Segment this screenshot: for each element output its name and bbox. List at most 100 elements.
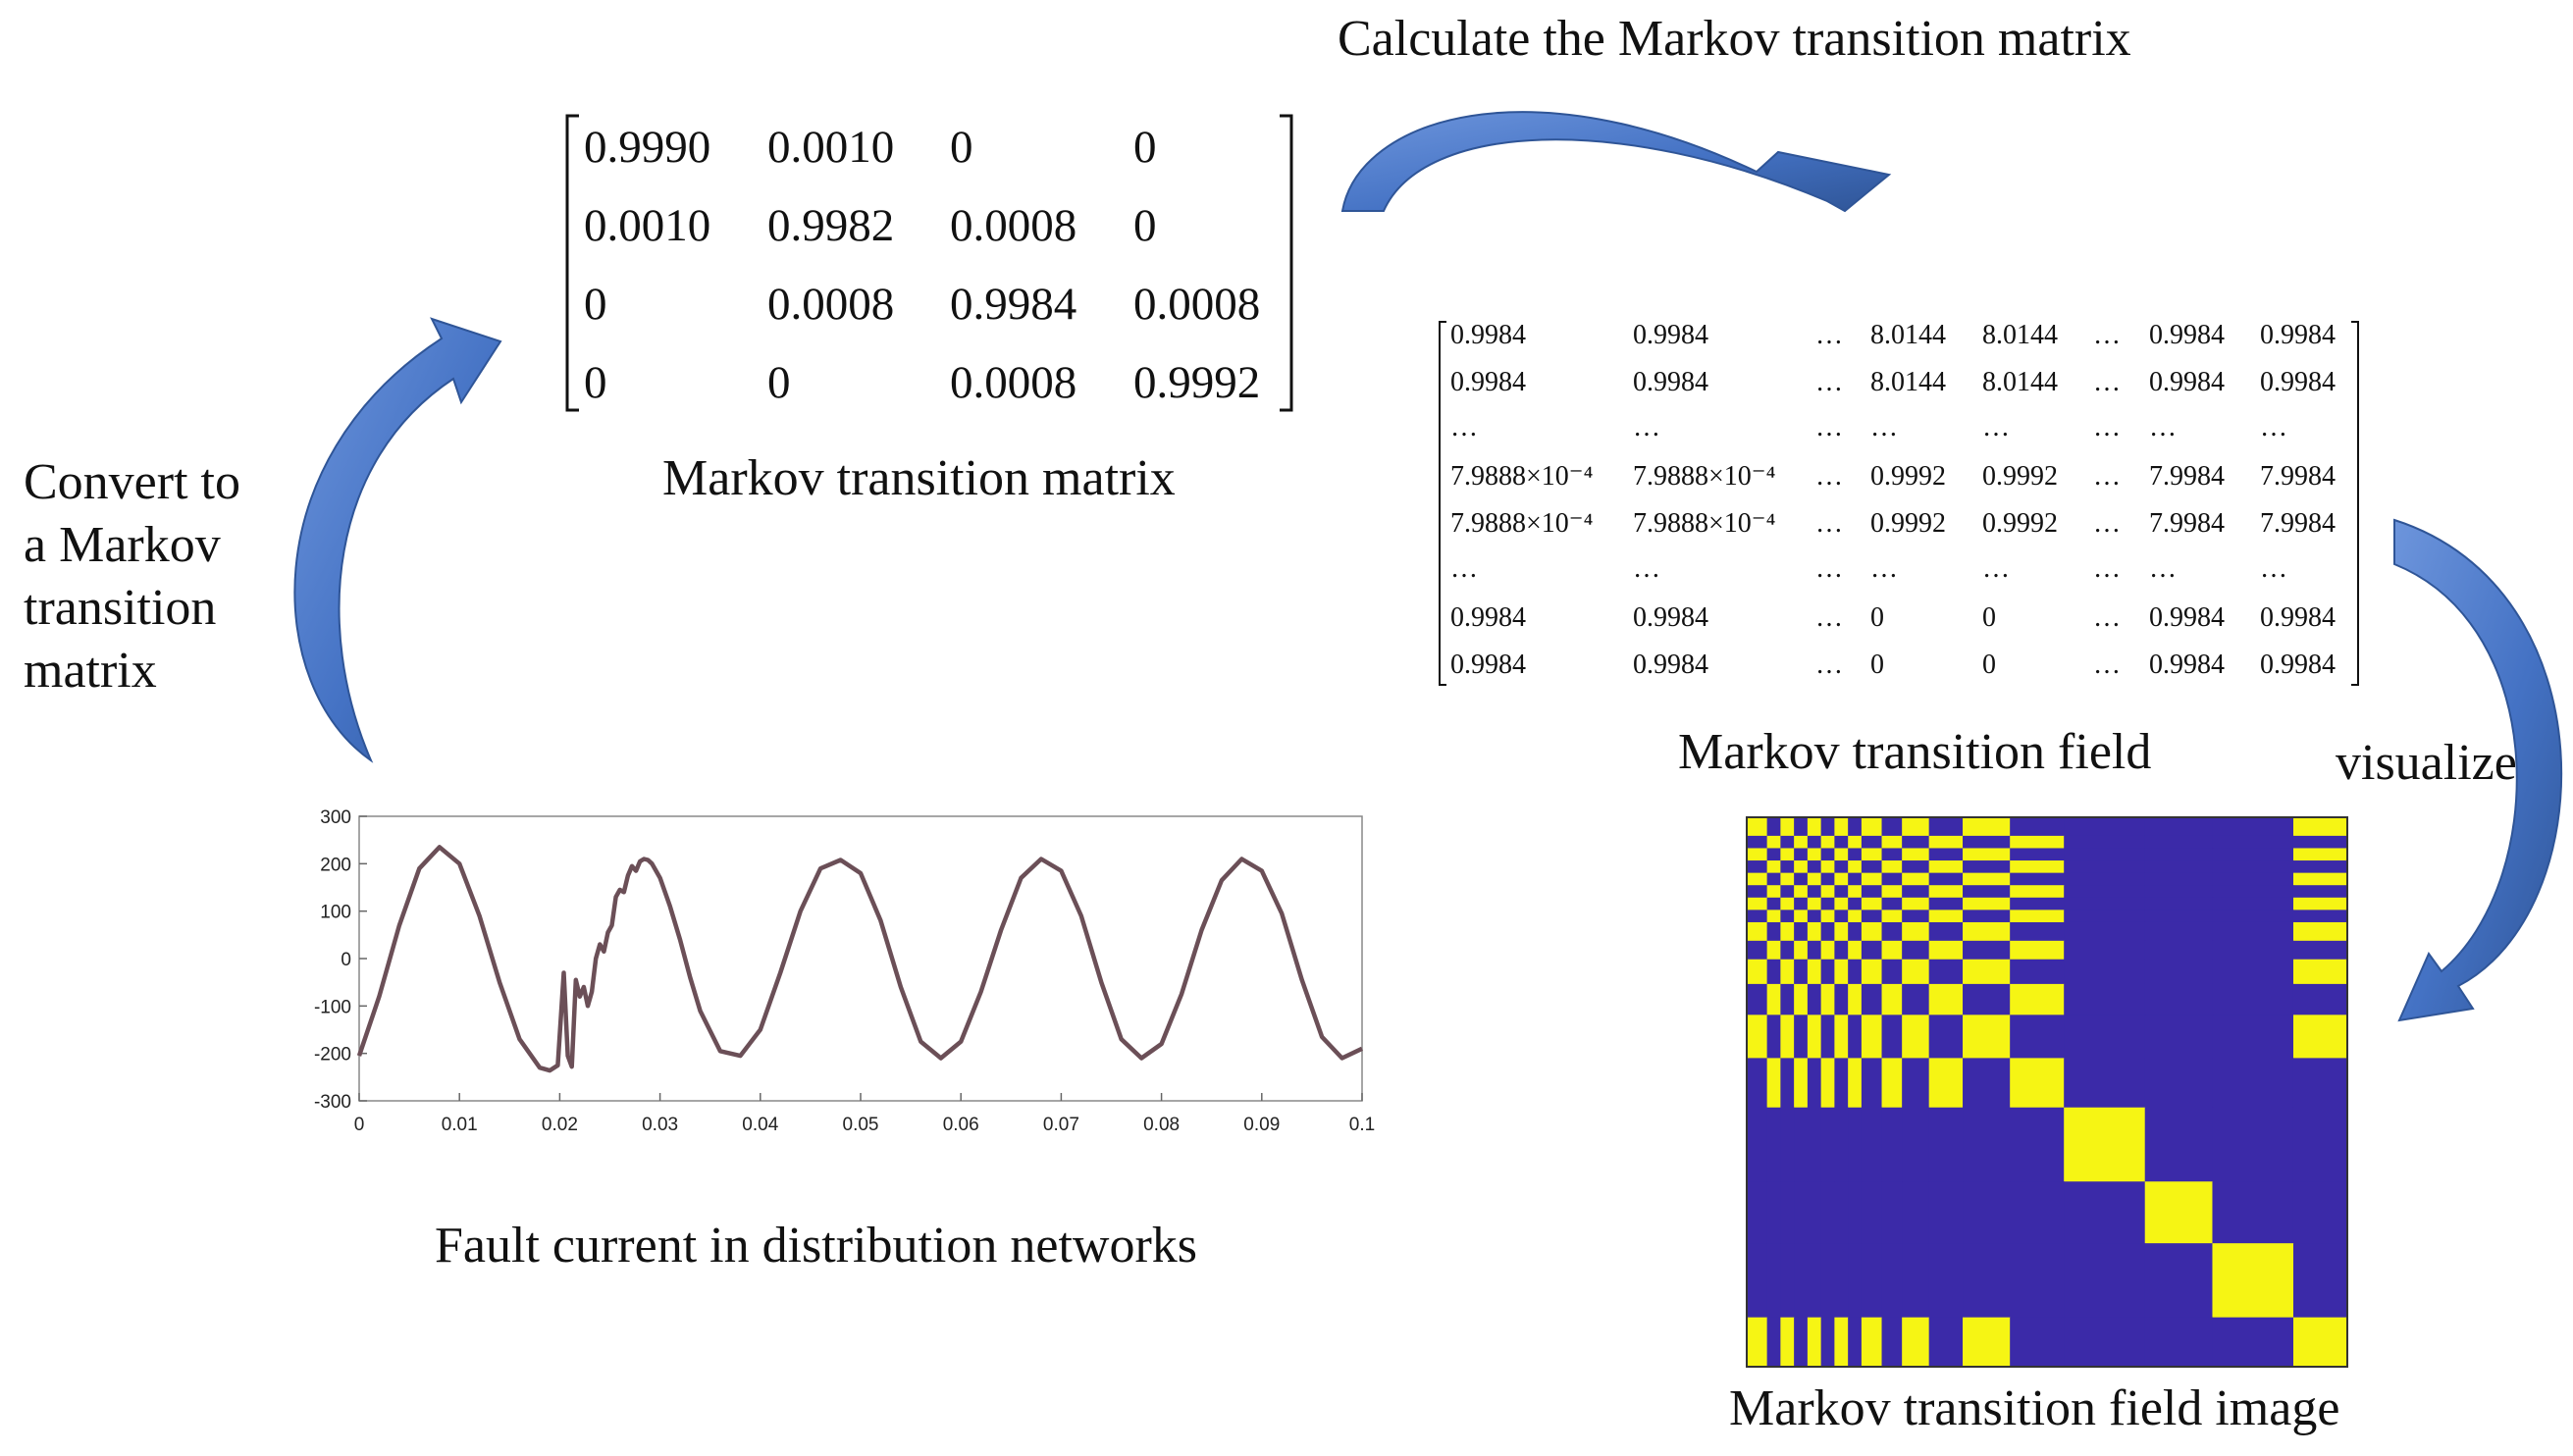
mtf-pixel-block — [2010, 835, 2065, 850]
mtf-pixel-block — [2064, 921, 2146, 942]
mtf-pixel-block — [1794, 885, 1809, 899]
field-cell: … — [2093, 412, 2121, 442]
mtf-pixel-block — [1807, 1181, 1822, 1244]
mtf-pixel-block — [1780, 910, 1795, 923]
field-cell: … — [1815, 602, 1843, 633]
mtf-pixel-block — [2144, 1181, 2214, 1244]
mtf-pixel-block — [2292, 860, 2348, 874]
mtf-pixel-block — [1834, 940, 1849, 961]
mtf-pixel-block — [1928, 848, 1964, 861]
mtf-pixel-block — [1807, 885, 1822, 899]
mtf-pixel-block — [1848, 817, 1863, 837]
mtf-pixel-block — [1861, 817, 1883, 837]
mtf-pixel-block — [1820, 885, 1835, 899]
mtf-pixel-block — [1780, 921, 1795, 942]
mtf-pixel-block — [1963, 1058, 2011, 1109]
matrix-caption: Markov transition matrix — [662, 450, 1176, 506]
mtf-pixel-block — [1861, 1181, 1883, 1244]
mtf-pixel-block — [1766, 1317, 1781, 1368]
field-caption: Markov transition field — [1678, 724, 2152, 780]
x-tick-label: 0.09 — [1243, 1115, 1280, 1135]
mtf-pixel-block — [1834, 885, 1849, 899]
mtf-pixel-block — [2292, 910, 2348, 923]
mtf-pixel-block — [2144, 921, 2214, 942]
field-cell: … — [1982, 412, 2010, 442]
mtf-pixel-block — [1834, 817, 1849, 837]
mtf-pixel-block — [1820, 921, 1835, 942]
field-cell: 0.9984 — [2260, 367, 2336, 397]
mtf-pixel-block — [1928, 872, 1964, 886]
mtf-pixel-block — [1820, 1058, 1835, 1109]
mtf-pixel-block — [2212, 983, 2294, 1015]
mtf-pixel-block — [2212, 1107, 2294, 1182]
matrix-cell: 0 — [1133, 200, 1157, 251]
mtf-pixel-block — [1902, 1317, 1930, 1368]
field-cell: 8.0144 — [1982, 367, 2058, 397]
x-tick-label: 0.1 — [1349, 1115, 1375, 1135]
mtf-pixel-block — [1928, 817, 1964, 837]
mtf-pixel-block — [2212, 1058, 2294, 1109]
mtf-pixel-block — [2144, 872, 2214, 886]
field-cell: … — [2149, 553, 2177, 584]
mtf-pixel-block — [1902, 921, 1930, 942]
mtf-pixel-block — [1928, 1014, 1964, 1059]
field-cell: … — [1870, 553, 1898, 584]
mtf-pixel-block — [1881, 897, 1903, 910]
mtf-pixel-block — [1902, 959, 1930, 985]
mtf-pixel-block — [2144, 848, 2214, 861]
mtf-pixel-block — [1780, 983, 1795, 1015]
field-cell: 0 — [1870, 650, 1884, 680]
field-cell: 0.9984 — [1633, 602, 1708, 633]
mtf-pixel-block — [1848, 1014, 1863, 1059]
mtf-pixel-block — [1963, 1014, 2011, 1059]
field-cell: 0.9984 — [2149, 367, 2225, 397]
mtf-pixel-block — [2010, 959, 2065, 985]
mtf-pixel-block — [1834, 1014, 1849, 1059]
mtf-pixel-block — [1820, 817, 1835, 837]
mtf-pixel-block — [1794, 1317, 1809, 1368]
mtf-pixel-block — [1902, 860, 1930, 874]
mtf-pixel-block — [1963, 983, 2011, 1015]
mtf-pixel-block — [1881, 848, 1903, 861]
field-cell: 0.9992 — [1870, 508, 1946, 539]
mtf-pixel-block — [2064, 897, 2146, 910]
mtf-pixel-block — [2064, 959, 2146, 985]
mtf-pixel-block — [1747, 1243, 1768, 1319]
mtf-pixel-block — [1766, 817, 1781, 837]
mtf-pixel-block — [2292, 848, 2348, 861]
field-cell: 7.9984 — [2260, 508, 2336, 539]
field-cell: … — [1815, 650, 1843, 680]
mtf-pixel-block — [2144, 860, 2214, 874]
x-tick-label: 0.08 — [1143, 1115, 1180, 1135]
mtf-pixel-block — [1848, 910, 1863, 923]
mtf-pixel-block — [1881, 1317, 1903, 1368]
mtf-pixel-block — [1820, 897, 1835, 910]
field-cell: 0 — [1982, 650, 1996, 680]
field-cell: … — [2093, 367, 2121, 397]
matrix-right-bracket — [1280, 114, 1293, 412]
mtf-pixel-block — [1807, 940, 1822, 961]
mtf-pixel-block — [1928, 959, 1964, 985]
mtf-pixel-block — [1747, 817, 1768, 837]
mtf-pixel-block — [1861, 885, 1883, 899]
mtf-pixel-block — [1807, 835, 1822, 850]
mtf-pixel-block — [1780, 835, 1795, 850]
mtf-pixel-block — [1807, 921, 1822, 942]
field-cell: 8.0144 — [1982, 320, 2058, 350]
field-cell: 0.9992 — [1982, 508, 2058, 539]
mtf-pixel-block — [1848, 848, 1863, 861]
mtf-pixel-block — [1881, 835, 1903, 850]
mtf-pixel-block — [1963, 959, 2011, 985]
mtf-pixel-block — [1780, 897, 1795, 910]
mtf-pixel-block — [2144, 940, 2214, 961]
mtf-pixel-block — [1834, 959, 1849, 985]
mtf-pixel-block — [2212, 860, 2294, 874]
mtf-pixel-block — [1766, 940, 1781, 961]
mtf-pixel-block — [1834, 835, 1849, 850]
mtf-pixel-block — [2144, 1058, 2214, 1109]
mtf-pixel-block — [1780, 959, 1795, 985]
mtf-pixel-block — [2292, 1317, 2348, 1368]
mtf-pixel-block — [1807, 1014, 1822, 1059]
mtf-pixel-block — [1807, 1058, 1822, 1109]
mtf-pixel-block — [1902, 835, 1930, 850]
